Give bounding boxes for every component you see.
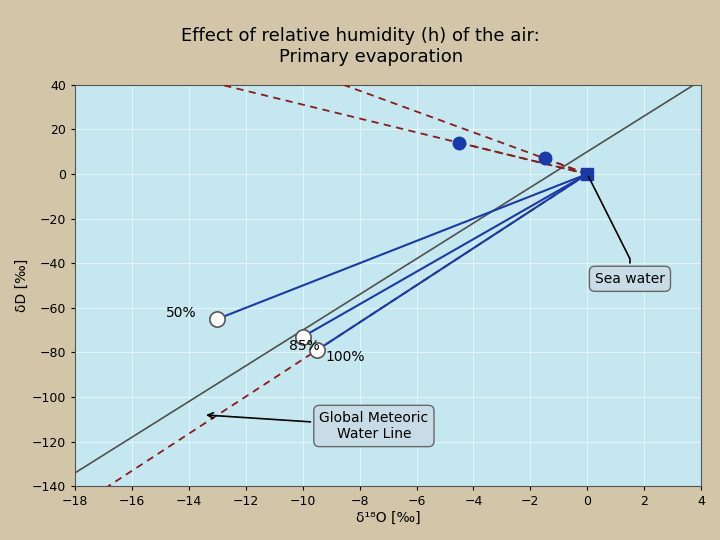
Text: Global Meteoric
Water Line: Global Meteoric Water Line — [208, 411, 428, 441]
X-axis label: δ¹⁸O [‰]: δ¹⁸O [‰] — [356, 511, 420, 525]
Text: Effect of relative humidity (h) of the air:
    Primary evaporation: Effect of relative humidity (h) of the a… — [181, 27, 539, 66]
Y-axis label: δD [‰]: δD [‰] — [15, 259, 29, 312]
Text: 100%: 100% — [325, 350, 365, 365]
Text: 50%: 50% — [166, 306, 197, 320]
Text: Sea water: Sea water — [588, 177, 665, 286]
Text: 85%: 85% — [289, 339, 319, 353]
